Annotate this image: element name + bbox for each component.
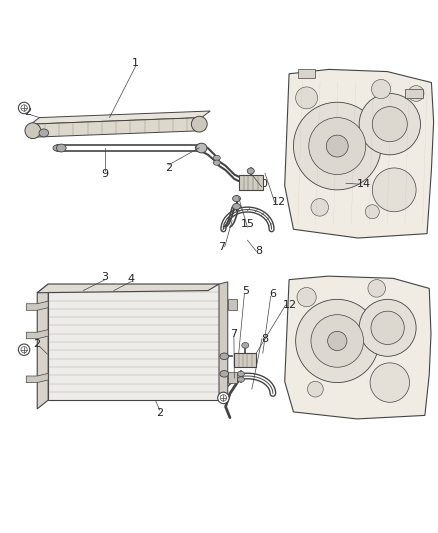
Circle shape (372, 107, 407, 142)
Circle shape (370, 363, 410, 402)
Bar (239, 174, 263, 190)
Text: 9: 9 (102, 168, 109, 179)
Polygon shape (219, 282, 228, 400)
Circle shape (296, 300, 379, 383)
Text: 12: 12 (283, 300, 297, 310)
Circle shape (311, 199, 328, 216)
Polygon shape (26, 374, 48, 383)
Ellipse shape (57, 144, 66, 152)
Polygon shape (31, 111, 210, 124)
Polygon shape (37, 284, 48, 409)
Text: 7: 7 (230, 329, 237, 340)
Bar (234, 353, 256, 367)
Circle shape (371, 79, 391, 99)
Circle shape (372, 168, 416, 212)
Text: 4: 4 (128, 274, 135, 284)
Ellipse shape (196, 143, 207, 153)
Text: 8: 8 (256, 246, 263, 256)
Ellipse shape (233, 196, 240, 201)
Ellipse shape (25, 123, 41, 139)
Circle shape (307, 381, 323, 397)
Polygon shape (285, 69, 434, 238)
Text: 15: 15 (240, 220, 254, 229)
Ellipse shape (195, 145, 203, 151)
Circle shape (21, 105, 27, 111)
Circle shape (328, 332, 347, 351)
Polygon shape (37, 284, 219, 293)
Polygon shape (31, 118, 201, 138)
Ellipse shape (39, 129, 49, 137)
Circle shape (326, 135, 348, 157)
Text: 7: 7 (219, 242, 226, 252)
Ellipse shape (220, 370, 229, 377)
Text: 12: 12 (272, 197, 286, 207)
Bar (298, 69, 315, 78)
Circle shape (371, 311, 404, 344)
Circle shape (296, 87, 318, 109)
Circle shape (21, 346, 27, 353)
Text: 5: 5 (243, 286, 250, 296)
Text: 1: 1 (132, 58, 139, 68)
Circle shape (18, 102, 30, 114)
Circle shape (311, 314, 364, 367)
Circle shape (359, 93, 420, 155)
Ellipse shape (213, 155, 220, 160)
Polygon shape (48, 284, 219, 400)
Ellipse shape (213, 160, 220, 165)
Ellipse shape (53, 145, 61, 151)
Polygon shape (26, 301, 48, 310)
Text: 2: 2 (156, 408, 163, 418)
Text: 3: 3 (102, 272, 109, 282)
Polygon shape (26, 329, 48, 339)
Text: 2: 2 (165, 163, 172, 173)
Text: 10: 10 (254, 179, 268, 189)
Circle shape (18, 344, 30, 356)
Ellipse shape (233, 204, 240, 209)
Text: 2: 2 (24, 107, 31, 117)
Circle shape (220, 395, 226, 401)
Text: 14: 14 (357, 179, 371, 189)
Ellipse shape (237, 371, 244, 376)
Ellipse shape (237, 377, 244, 382)
Ellipse shape (247, 168, 254, 174)
Circle shape (297, 287, 316, 307)
Circle shape (365, 205, 379, 219)
Bar (405, 89, 423, 98)
Ellipse shape (220, 353, 229, 360)
Bar (228, 372, 237, 383)
Ellipse shape (191, 116, 207, 132)
Circle shape (368, 280, 385, 297)
Text: 6: 6 (269, 289, 276, 299)
Circle shape (218, 392, 229, 403)
Text: 8: 8 (261, 334, 268, 344)
Circle shape (359, 300, 416, 356)
Ellipse shape (242, 343, 249, 348)
Text: 2: 2 (33, 339, 40, 349)
Circle shape (309, 118, 366, 174)
Polygon shape (285, 276, 431, 419)
Circle shape (293, 102, 381, 190)
Bar (228, 300, 237, 310)
Circle shape (408, 86, 424, 101)
